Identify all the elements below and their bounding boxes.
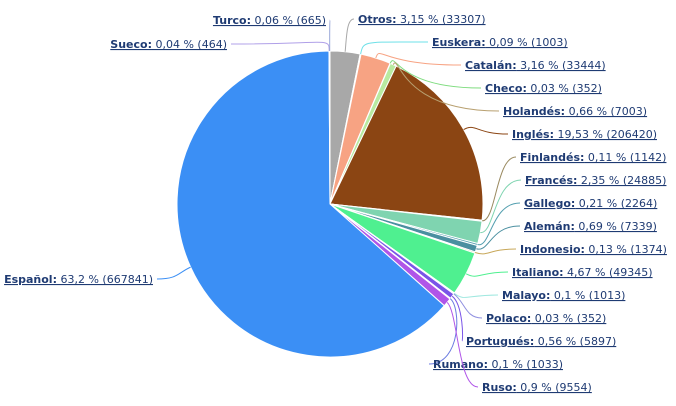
data-label-indonesio[interactable]: Indonesio: 0,13 % (1374) [520, 243, 667, 256]
data-label-value: 0,03 % (352) [531, 312, 606, 325]
data-label-value: 19,53 % (206420) [554, 128, 657, 141]
data-label-name: Italiano: [512, 266, 564, 279]
data-label-sueco[interactable]: Sueco: 0,04 % (464) [110, 38, 227, 51]
connector-otros [344, 18, 355, 52]
data-label-gallego[interactable]: Gallego: 0,21 % (2264) [524, 197, 657, 210]
connector-indonesio [474, 248, 517, 255]
connector-espanol [156, 266, 191, 280]
data-label-name: Español: [4, 273, 57, 286]
pie-slice-turco[interactable] [328, 50, 331, 205]
data-label-name: Otros: [358, 13, 397, 26]
connector-aleman [476, 225, 521, 250]
connector-polaco [453, 293, 483, 319]
data-label-holandes[interactable]: Holandés: 0,66 % (7003) [503, 105, 647, 118]
data-label-name: Alemán: [524, 220, 575, 233]
data-label-value: 0,69 % (7339) [575, 220, 657, 233]
data-label-name: Turco: [213, 14, 251, 27]
connector-malayo [453, 292, 499, 298]
data-label-catalan[interactable]: Catalán: 3,16 % (33444) [465, 59, 606, 72]
data-label-checo[interactable]: Checo: 0,03 % (352) [485, 82, 602, 95]
connector-checo [389, 60, 482, 89]
data-label-value: 0,1 % (1013) [550, 289, 625, 302]
data-label-euskera[interactable]: Euskera: 0,09 % (1003) [432, 36, 568, 49]
data-label-italiano[interactable]: Italiano: 4,67 % (49345) [512, 266, 653, 279]
data-label-ruso[interactable]: Ruso: 0,9 % (9554) [482, 381, 592, 394]
data-label-value: 0,11 % (1142) [584, 151, 666, 164]
data-label-value: 0,9 % (9554) [517, 381, 592, 394]
data-label-value: 0,06 % (665) [251, 14, 326, 27]
data-label-portugues[interactable]: Portugués: 0,56 % (5897) [466, 335, 616, 348]
data-label-espanol[interactable]: Español: 63,2 % (667841) [4, 273, 153, 286]
data-label-value: 2,35 % (24885) [577, 174, 666, 187]
data-label-value: 63,2 % (667841) [57, 273, 153, 286]
data-label-name: Indonesio: [520, 243, 585, 256]
data-label-finlandes[interactable]: Finlandés: 0,11 % (1142) [520, 151, 666, 164]
connector-portugues [451, 295, 464, 342]
data-label-otros[interactable]: Otros: 3,15 % (33307) [358, 13, 486, 26]
data-label-frances[interactable]: Francés: 2,35 % (24885) [525, 174, 666, 187]
data-label-value: 0,04 % (464) [152, 38, 227, 51]
data-label-value: 3,16 % (33444) [517, 59, 606, 72]
data-label-value: 0,13 % (1374) [585, 243, 667, 256]
connector-rumano [428, 298, 458, 365]
data-label-name: Inglés: [512, 128, 554, 141]
data-label-name: Finlandés: [520, 151, 584, 164]
data-label-name: Rumano: [433, 358, 488, 371]
connector-finlandes [481, 156, 517, 222]
data-label-value: 0,1 % (1033) [488, 358, 563, 371]
data-label-value: 0,09 % (1003) [486, 36, 568, 49]
data-label-name: Holandés: [503, 105, 565, 118]
data-label-name: Euskera: [432, 36, 486, 49]
data-label-value: 0,03 % (352) [527, 82, 602, 95]
data-label-turco[interactable]: Turco: 0,06 % (665) [213, 14, 326, 27]
data-label-name: Polaco: [486, 312, 531, 325]
connector-ingles [463, 126, 509, 135]
data-label-name: Malayo: [502, 289, 550, 302]
data-label-name: Francés: [525, 174, 577, 187]
data-label-polaco[interactable]: Polaco: 0,03 % (352) [486, 312, 606, 325]
data-label-name: Ruso: [482, 381, 517, 394]
pie-slices [176, 50, 484, 358]
connector-sueco [230, 41, 330, 52]
data-label-rumano[interactable]: Rumano: 0,1 % (1033) [433, 358, 563, 371]
data-label-ingles[interactable]: Inglés: 19,53 % (206420) [512, 128, 657, 141]
data-label-value: 4,67 % (49345) [564, 266, 653, 279]
data-label-name: Sueco: [110, 38, 152, 51]
connector-catalan [375, 53, 462, 66]
connector-gallego [477, 202, 521, 246]
data-label-value: 0,66 % (7003) [565, 105, 647, 118]
data-label-name: Catalán: [465, 59, 517, 72]
connector-italiano [465, 271, 509, 277]
connector-holandes [392, 62, 500, 112]
connector-frances [480, 179, 522, 233]
connector-euskera [360, 41, 429, 55]
data-label-name: Gallego: [524, 197, 575, 210]
connector-ruso [446, 302, 479, 388]
data-label-malayo[interactable]: Malayo: 0,1 % (1013) [502, 289, 625, 302]
data-label-aleman[interactable]: Alemán: 0,69 % (7339) [524, 220, 657, 233]
data-label-value: 0,21 % (2264) [575, 197, 657, 210]
pie-labels: Otros: 3,15 % (33307) Euskera: 0,09 % (10… [4, 13, 667, 394]
data-label-value: 3,15 % (33307) [397, 13, 486, 26]
data-label-name: Portugués: [466, 335, 534, 348]
data-label-value: 0,56 % (5897) [534, 335, 616, 348]
data-label-name: Checo: [485, 82, 527, 95]
